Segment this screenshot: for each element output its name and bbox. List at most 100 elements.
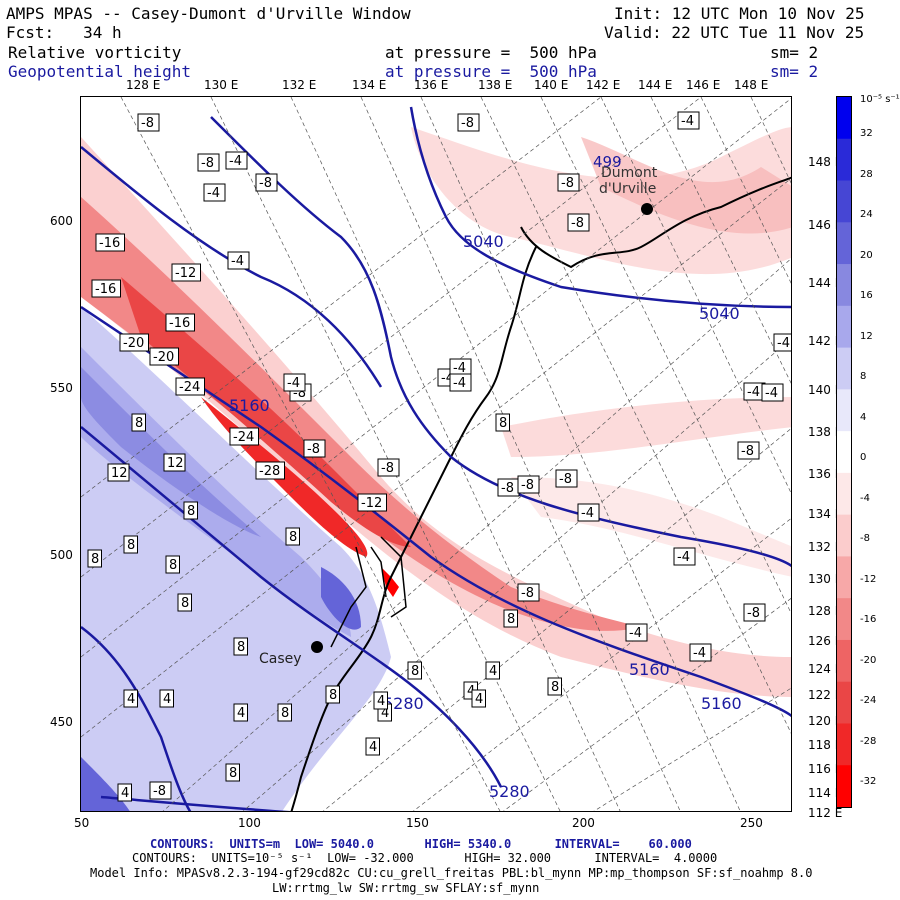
height-contour-label: 5160 xyxy=(229,396,270,415)
vorticity-contour-label: -4 xyxy=(693,646,706,661)
contour-label-box xyxy=(485,661,500,680)
vorticity-contour-label: -4 xyxy=(453,361,466,376)
colorbar-swatch xyxy=(837,389,851,432)
colorbar-swatches xyxy=(837,97,851,808)
field1-smoothing: sm= 2 xyxy=(770,43,819,62)
colorbar-swatch xyxy=(837,431,851,474)
contour-label-box xyxy=(95,233,125,252)
colorbar-label: -20 xyxy=(860,654,877,666)
colorbar-swatch xyxy=(837,639,851,683)
colorbar-swatch xyxy=(837,305,851,349)
lat-label: 148 E xyxy=(808,155,843,169)
contour-label-box xyxy=(567,213,590,232)
map-panel: Casey 499 Dumont d'Urville 5040 5040 5160 5160 5… xyxy=(80,96,792,812)
field2-pressure: at pressure = 500 hPa xyxy=(385,62,597,81)
map-title: AMPS MPAS -- Casey-Dumont d'Urville Wind… xyxy=(6,4,411,23)
height-contour-label: 5160 xyxy=(701,694,742,713)
colorbar-swatch xyxy=(837,264,851,307)
lat-label: 136 E xyxy=(808,467,843,481)
contour-label-box xyxy=(159,689,174,708)
y-label: 550 xyxy=(50,381,73,395)
field2-name: Geopotential height xyxy=(8,62,192,81)
vorticity-contour-label: -4 xyxy=(777,336,790,351)
dumont-number-label: 499 xyxy=(593,153,622,171)
vorticity-contour-label: 4 xyxy=(163,692,171,707)
positive-vorticity-region-mid xyxy=(81,347,351,637)
vorticity-contour-label: -8 xyxy=(201,156,214,171)
vorticity-contour-label: 4 xyxy=(489,664,497,679)
contour-label-box xyxy=(149,347,179,366)
vorticity-contour-label: -20 xyxy=(153,350,174,365)
height-contour-label: 5040 xyxy=(699,304,740,323)
lat-label: 146 E xyxy=(808,218,843,232)
y-label: 450 xyxy=(50,715,73,729)
vorticity-contour-label: 12 xyxy=(167,456,184,471)
lon-label: 136 E xyxy=(414,78,449,92)
colorbar-swatch xyxy=(837,472,851,516)
height-contour-label: 5280 xyxy=(383,694,424,713)
contour-label-box xyxy=(471,689,486,708)
contour-label-box xyxy=(197,153,220,172)
contour-label-box xyxy=(119,333,149,352)
vorticity-band-main xyxy=(81,137,791,697)
vorticity-band-upper xyxy=(411,127,791,275)
colorbar-swatch xyxy=(837,514,851,557)
contour-label-box xyxy=(325,685,340,704)
contour-label-box xyxy=(123,689,138,708)
lat-label: 140 E xyxy=(808,383,843,397)
vorticity-contour-label: 8 xyxy=(127,538,135,553)
colorbar-label: 16 xyxy=(860,290,873,301)
vorticity-contour-label: -8 xyxy=(559,472,572,487)
x-label: 200 xyxy=(572,816,595,830)
lat-label: 120 E xyxy=(808,714,843,728)
vorticity-contour-label: -24 xyxy=(233,430,254,445)
contour-label-box xyxy=(229,427,259,446)
vorticity-contour-label: -16 xyxy=(99,236,120,251)
x-label: 50 xyxy=(74,816,90,830)
x-label: 100 xyxy=(238,816,261,830)
contour-label-box xyxy=(737,441,760,460)
vorticity-contour-label: -24 xyxy=(179,380,200,395)
contour-label-box xyxy=(557,173,580,192)
colorbar-label: -28 xyxy=(860,735,877,747)
x-label: 250 xyxy=(740,816,763,830)
vorticity-contour-label: -8 xyxy=(259,176,272,191)
vorticity-contour-label: 4 xyxy=(381,706,389,721)
lon-label: 138 E xyxy=(478,78,513,92)
vorticity-contour-label: -20 xyxy=(123,336,144,351)
vorticity-contour-label: 8 xyxy=(281,706,289,721)
height-contour-label: 5040 xyxy=(463,232,504,251)
colorbar-label: -24 xyxy=(860,695,877,706)
casey-station-marker xyxy=(311,641,323,653)
vorticity-contour-label: -8 xyxy=(141,116,154,131)
height-contour-5040-north xyxy=(81,146,383,388)
vorticity-contour-label: -4 xyxy=(207,186,220,201)
vorticity-contour-label: 4 xyxy=(121,786,129,801)
contour-label-box xyxy=(131,413,146,432)
colorbar-swatch xyxy=(837,97,851,140)
vorticity-contour-label: 8 xyxy=(181,596,189,611)
vorticity-contour-label: -8 xyxy=(561,176,574,191)
contour-label-box xyxy=(357,493,387,512)
y-label: 500 xyxy=(50,548,73,562)
contour-label-box xyxy=(137,113,160,132)
contour-label-box xyxy=(177,593,192,612)
vorticity-contour-label: -4 xyxy=(765,386,778,401)
contour-label-box xyxy=(407,661,422,680)
contour-label-box xyxy=(555,469,578,488)
contour-label-box xyxy=(255,461,285,480)
contour-label-box xyxy=(625,623,648,642)
contour-label-box xyxy=(225,763,240,782)
contour-label-box xyxy=(689,643,712,662)
colorbar-swatch xyxy=(837,556,851,599)
contour-label-box xyxy=(175,377,205,396)
vorticity-contour-label: -8 xyxy=(307,442,320,457)
contour-label-box xyxy=(149,781,172,800)
contour-label-box xyxy=(377,458,400,477)
colorbar-label: 12 xyxy=(860,330,873,342)
vorticity-contour-label: 8 xyxy=(229,766,237,781)
vorticity-contour-label: -8 xyxy=(153,784,166,799)
vorticity-contour-label: -8 xyxy=(461,116,474,131)
valid-time: Valid: 22 UTC Tue 11 Nov 25 xyxy=(604,23,865,42)
